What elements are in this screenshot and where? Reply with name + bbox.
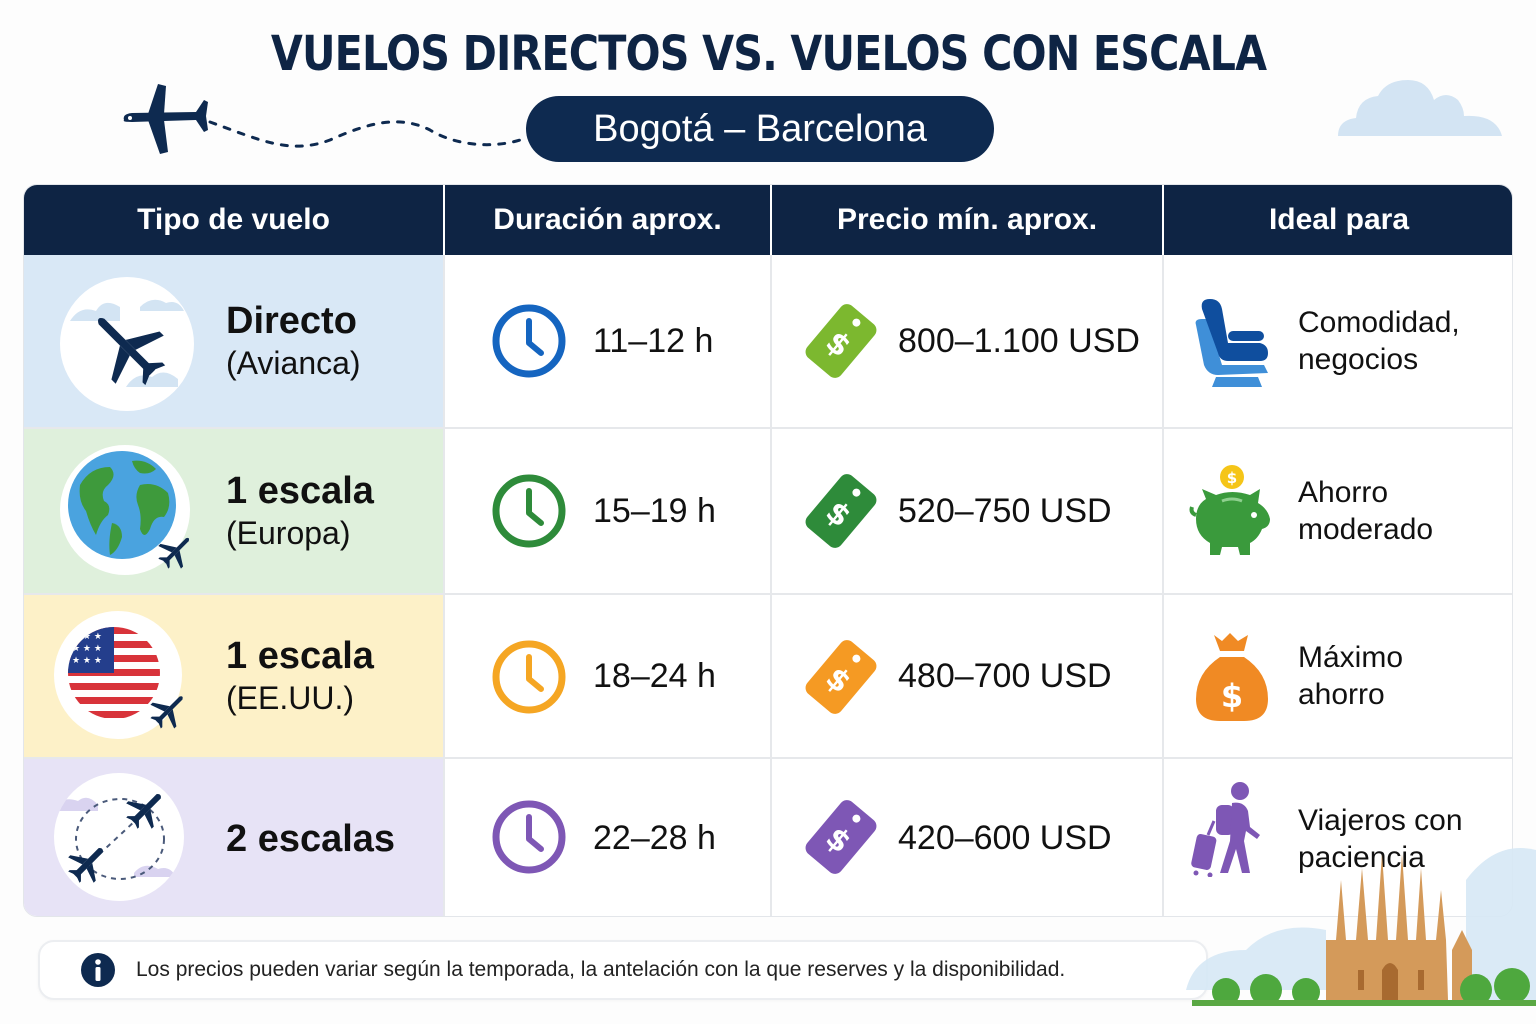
price-cell: $ 800–1.100 USD bbox=[772, 255, 1164, 427]
type-cell: ★ ★ ★ ★ ★ ★ ★ ★ ★ 1 escala (EE.UU bbox=[24, 595, 445, 757]
flight-comparison-table: Tipo de vuelo Duración aprox. Precio mín… bbox=[23, 184, 1513, 917]
type-text: 1 escala (Europa) bbox=[226, 469, 374, 553]
price-value: 480–700 USD bbox=[898, 656, 1112, 695]
ideal-line-1: Ahorro bbox=[1298, 476, 1389, 509]
svg-text:★ ★ ★: ★ ★ ★ bbox=[72, 644, 102, 654]
table-header: Tipo de vuelo Duración aprox. Precio mín… bbox=[24, 185, 1512, 255]
dotted-flight-path bbox=[208, 120, 528, 148]
price-cell: $ 480–700 USD bbox=[772, 595, 1164, 757]
airplane-seat-icon bbox=[1195, 299, 1268, 387]
type-text: Directo (Avianca) bbox=[226, 299, 361, 383]
route-badge: Bogotá – Barcelona bbox=[526, 96, 994, 162]
duration-cell: 22–28 h bbox=[445, 759, 772, 916]
airplane-clouds-icon bbox=[60, 277, 194, 411]
column-header-type: Tipo de vuelo bbox=[24, 185, 445, 255]
price-tag-icon: $ bbox=[805, 800, 877, 874]
price-value: 420–600 USD bbox=[898, 819, 1112, 857]
duration-cell: 18–24 h bbox=[445, 595, 772, 757]
ideal-line-2: moderado bbox=[1298, 513, 1434, 546]
table-row-direct: Directo (Avianca) 11–12 h $ 800–1.100 US… bbox=[24, 255, 1512, 427]
svg-text:★ ★ ★: ★ ★ ★ bbox=[72, 632, 102, 642]
cloud-icon bbox=[1338, 80, 1502, 136]
page-title: VUELOS DIRECTOS VS. VUELOS CON ESCALA bbox=[270, 26, 1267, 82]
ideal-cell: $ Máximo ahorro bbox=[1164, 595, 1512, 757]
piggy-bank-icon: $ bbox=[1189, 465, 1270, 555]
type-sublabel: (EE.UU.) bbox=[226, 680, 354, 716]
clock-icon bbox=[492, 800, 566, 874]
duration-value: 22–28 h bbox=[593, 819, 716, 857]
airplane-icon bbox=[123, 84, 208, 154]
svg-text:★ ★ ★: ★ ★ ★ bbox=[72, 656, 102, 666]
clock-icon bbox=[492, 640, 566, 714]
ideal-line-1: Viajeros con bbox=[1298, 803, 1463, 837]
price-tag-icon: $ bbox=[805, 640, 877, 714]
type-label: 1 escala bbox=[226, 470, 374, 512]
type-label: 2 escalas bbox=[226, 817, 396, 860]
type-cell: 2 escalas bbox=[24, 759, 445, 916]
clock-icon bbox=[492, 304, 566, 378]
duration-value: 11–12 h bbox=[593, 321, 714, 360]
sagrada-familia-illustration bbox=[1186, 848, 1536, 1006]
table-row-one-stop-usa: ★ ★ ★ ★ ★ ★ ★ ★ ★ 1 escala (EE.UU bbox=[24, 593, 1512, 757]
ideal-line-2: negocios bbox=[1298, 343, 1419, 376]
ideal-line-2: ahorro bbox=[1298, 678, 1385, 711]
ideal-line-1: Máximo bbox=[1298, 641, 1404, 674]
note-text: Los precios pueden variar según la tempo… bbox=[136, 958, 1066, 981]
type-text: 2 escalas bbox=[226, 817, 395, 861]
duration-value: 18–24 h bbox=[593, 656, 716, 695]
svg-text:$: $ bbox=[1227, 469, 1237, 487]
ideal-text: Ahorro moderado bbox=[1298, 474, 1433, 548]
ideal-cell: Comodidad, negocios bbox=[1164, 255, 1512, 427]
duration-cell: 15–19 h bbox=[445, 429, 772, 593]
column-header-duration: Duración aprox. bbox=[445, 185, 772, 255]
money-bag-icon: $ bbox=[1196, 633, 1268, 721]
svg-text:$: $ bbox=[1221, 677, 1243, 715]
type-sublabel: (Avianca) bbox=[226, 345, 361, 381]
globe-airplane-icon bbox=[60, 445, 190, 575]
price-tag-icon: $ bbox=[805, 474, 877, 548]
price-cell: $ 520–750 USD bbox=[772, 429, 1164, 593]
duration-value: 15–19 h bbox=[593, 491, 716, 530]
type-text: 1 escala (EE.UU.) bbox=[226, 634, 374, 718]
ideal-cell: $ Ahorro moderado bbox=[1164, 429, 1512, 593]
column-header-price: Precio mín. aprox. bbox=[772, 185, 1164, 255]
ideal-text: Comodidad, negocios bbox=[1298, 304, 1460, 378]
ideal-text: Viajeros con paciencia bbox=[1298, 802, 1463, 876]
price-value: 800–1.100 USD bbox=[898, 321, 1140, 360]
ideal-line-1: Comodidad, bbox=[1298, 306, 1460, 339]
usa-flag-airplane-icon: ★ ★ ★ ★ ★ ★ ★ ★ ★ bbox=[54, 611, 182, 739]
price-cell: $ 420–600 USD bbox=[772, 759, 1164, 916]
clock-icon bbox=[492, 474, 566, 548]
type-label: 1 escala bbox=[226, 635, 374, 677]
type-cell: 1 escala (Europa) bbox=[24, 429, 445, 593]
price-tag-icon: $ bbox=[805, 304, 877, 378]
price-value: 520–750 USD bbox=[898, 491, 1112, 530]
traveler-suitcase-icon bbox=[1191, 782, 1260, 877]
type-sublabel: (Europa) bbox=[226, 515, 351, 551]
two-airplanes-route-icon bbox=[54, 773, 184, 901]
ideal-cell: Viajeros con paciencia bbox=[1164, 759, 1512, 916]
small-airplane-icon bbox=[150, 696, 183, 729]
table-row-one-stop-europe: 1 escala (Europa) 15–19 h $ 520–750 USD bbox=[24, 427, 1512, 593]
duration-cell: 11–12 h bbox=[445, 255, 772, 427]
ideal-text: Máximo ahorro bbox=[1298, 639, 1403, 713]
column-header-ideal: Ideal para bbox=[1268, 203, 1410, 236]
price-disclaimer-note: Los precios pueden variar según la tempo… bbox=[38, 940, 1208, 1000]
ideal-line-2: paciencia bbox=[1298, 840, 1425, 874]
type-label: Directo bbox=[226, 300, 357, 342]
small-airplane-icon bbox=[158, 537, 190, 569]
table-row-two-stops: 2 escalas 22–28 h $ 420–600 USD bbox=[24, 757, 1512, 916]
type-cell: Directo (Avianca) bbox=[24, 255, 445, 427]
info-icon bbox=[81, 953, 115, 987]
